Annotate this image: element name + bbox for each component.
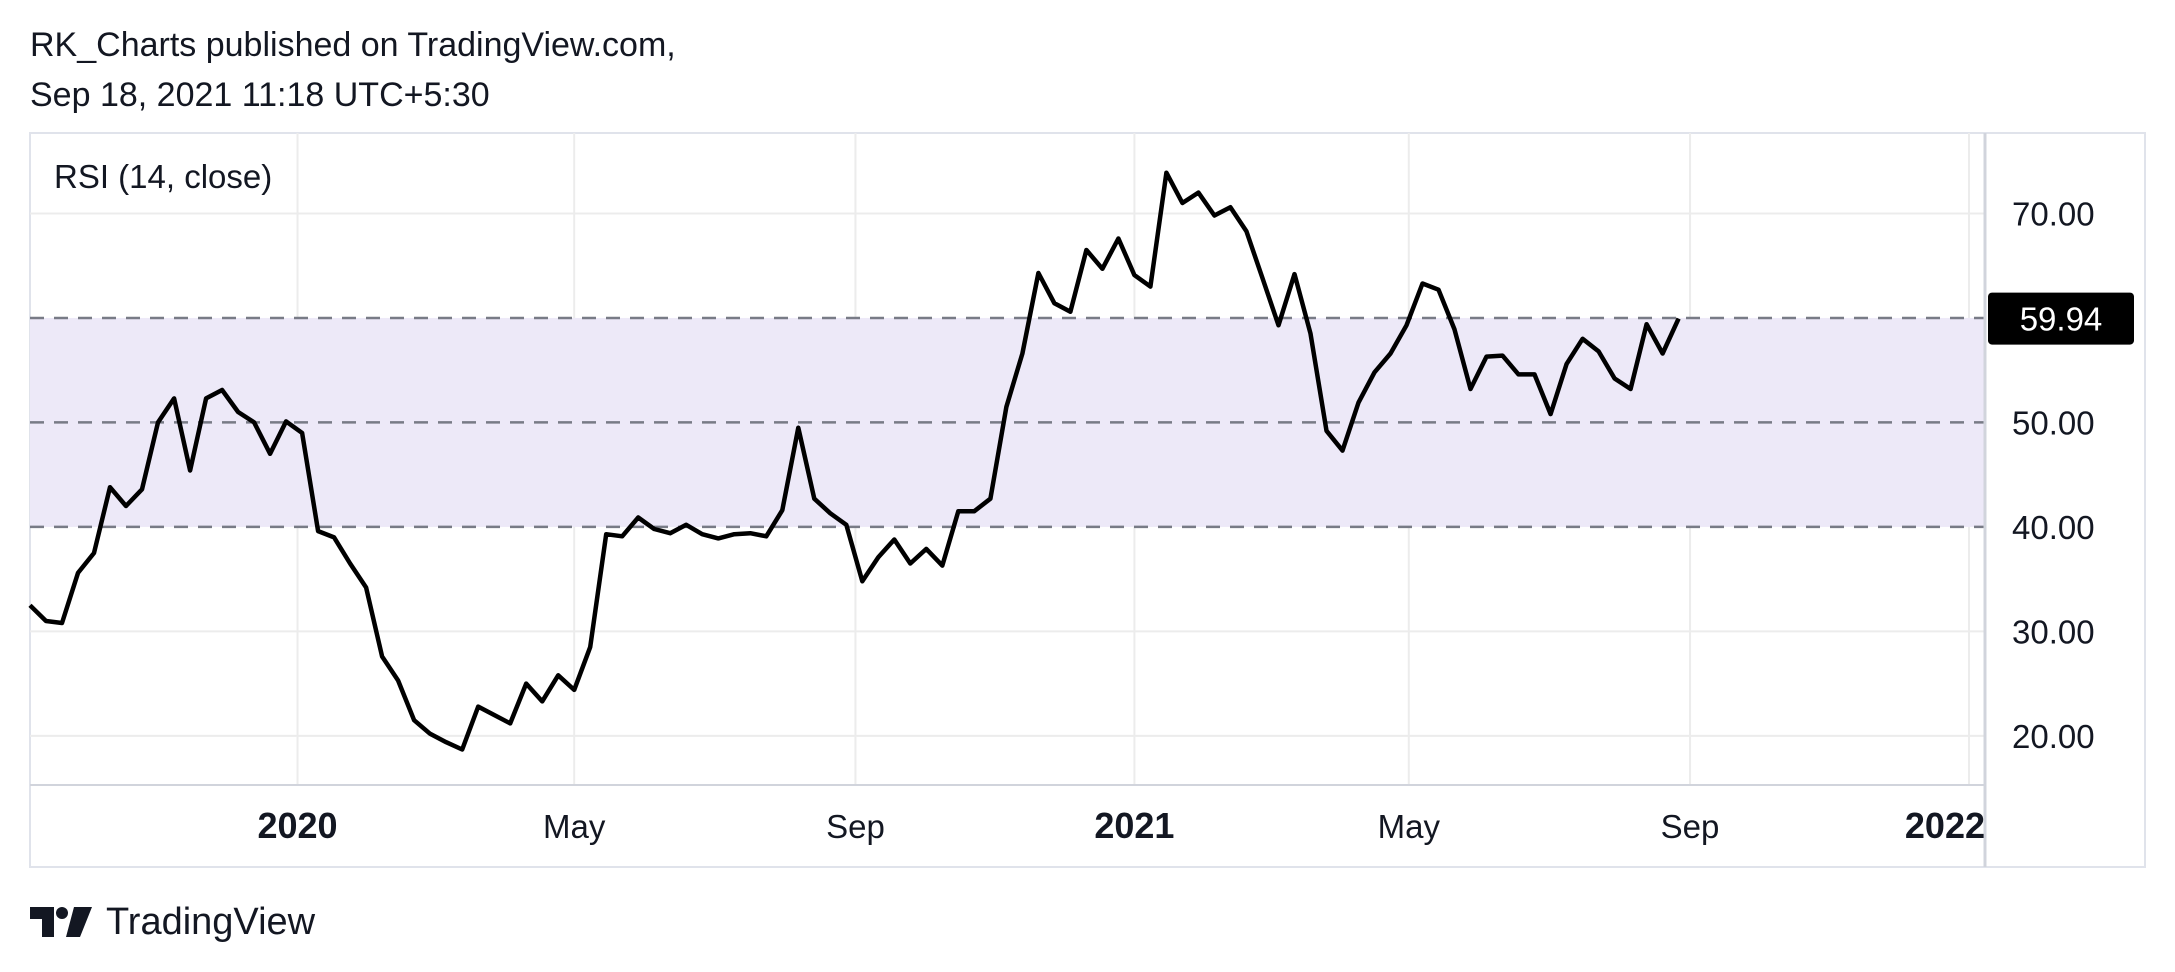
tradingview-logo-icon bbox=[30, 907, 92, 937]
last-value-label: 59.94 bbox=[2020, 301, 2103, 338]
chart-title: RSI (14, close) bbox=[54, 158, 272, 195]
publish-header: RK_Charts published on TradingView.com, … bbox=[30, 20, 676, 120]
publisher-line: RK_Charts published on TradingView.com, bbox=[30, 26, 676, 64]
last-value-badge-bg bbox=[1988, 292, 2134, 345]
x-axis-ticks: 2020 May Sep 2021 May Sep 2022 bbox=[257, 805, 1985, 846]
x-tick-label-0: 2020 bbox=[257, 805, 337, 846]
rsi-chart[interactable]: RSI (14, close) 2020 May Sep 2021 May Sep 2022… bbox=[0, 0, 2175, 900]
y-tick-label-0: 20.00 bbox=[2012, 718, 2095, 755]
x-tick-label-3: 2021 bbox=[1094, 805, 1174, 846]
last-value-badge: 59.94 bbox=[1988, 292, 2134, 345]
y-tick-label-3: 50.00 bbox=[2012, 404, 2095, 441]
x-tick-label-6: 2022 bbox=[1905, 805, 1985, 846]
y-axis-ticks: 20.00 30.00 40.00 50.00 70.00 bbox=[2012, 195, 2095, 754]
x-tick-label-1: May bbox=[543, 808, 606, 845]
footer: TradingView bbox=[30, 897, 315, 947]
x-tick-label-2: Sep bbox=[826, 808, 885, 845]
band-lines bbox=[30, 316, 1985, 529]
timestamp-line: Sep 18, 2021 11:18 UTC+5:30 bbox=[30, 76, 490, 114]
y-tick-label-1: 30.00 bbox=[2012, 613, 2095, 650]
y-tick-label-2: 40.00 bbox=[2012, 509, 2095, 546]
rsi-series-line bbox=[28, 170, 1681, 752]
x-tick-label-5: Sep bbox=[1661, 808, 1720, 845]
y-tick-label-5: 70.00 bbox=[2012, 195, 2095, 232]
brand-name: TradingView bbox=[106, 900, 316, 943]
x-tick-label-4: May bbox=[1378, 808, 1441, 845]
